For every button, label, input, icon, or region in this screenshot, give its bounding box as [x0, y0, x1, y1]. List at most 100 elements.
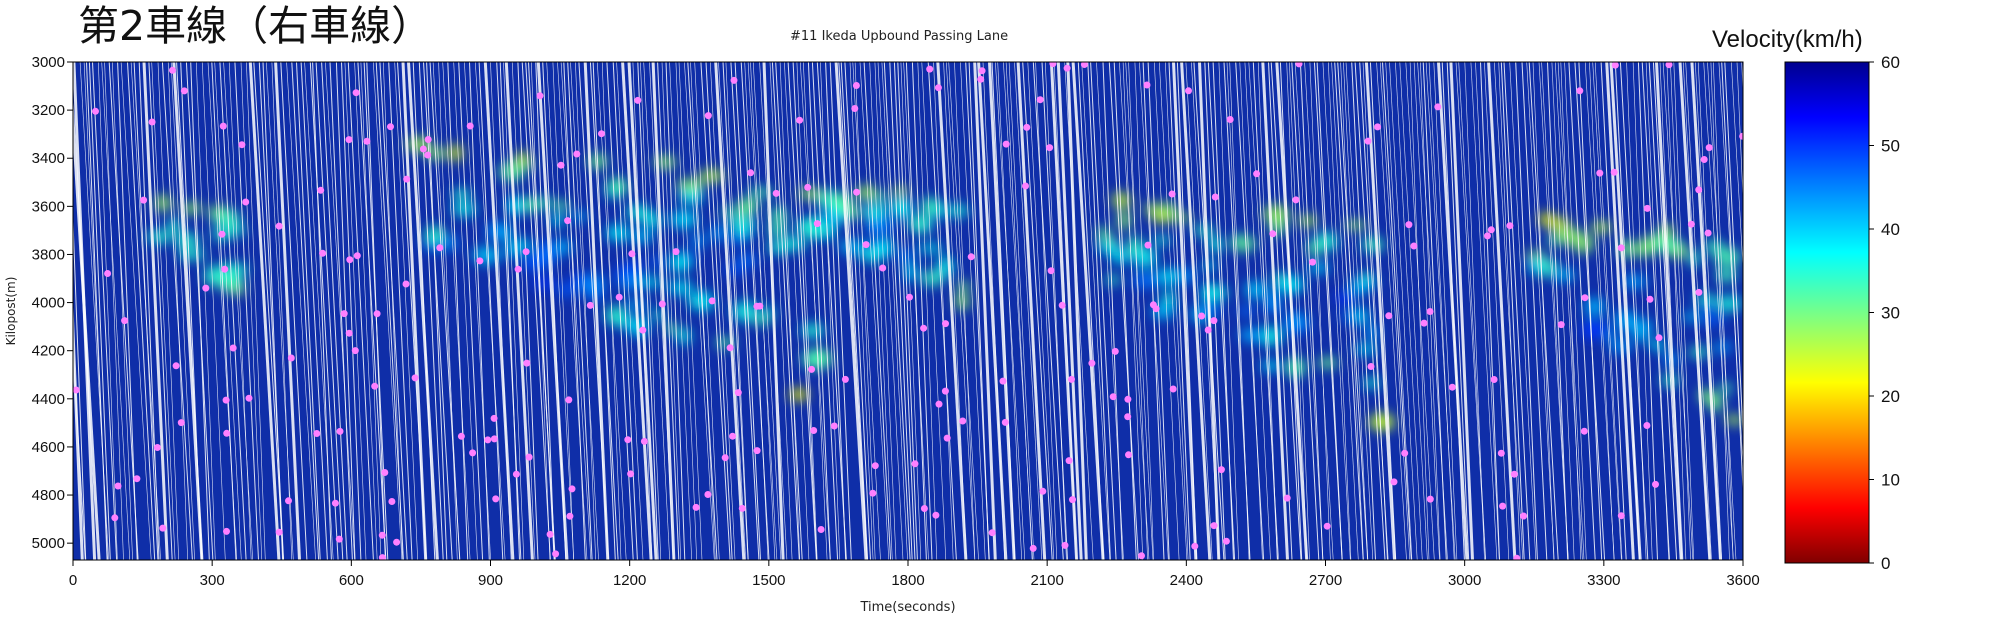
- event-marker: [469, 449, 477, 457]
- event-marker: [202, 284, 210, 292]
- trajectory: [1560, 62, 1582, 560]
- trajectory: [86, 62, 108, 560]
- event-marker: [1695, 288, 1703, 296]
- event-marker: [1580, 427, 1588, 435]
- event-marker: [851, 105, 859, 112]
- colorbar-tick-label: 10: [1881, 471, 1900, 490]
- congestion-cell: [1622, 275, 1648, 288]
- congestion-cell: [552, 200, 571, 211]
- trajectory: [911, 62, 933, 560]
- trajectory: [651, 62, 676, 560]
- event-marker: [1490, 376, 1498, 383]
- event-marker: [1049, 62, 1057, 68]
- trajectory: [1379, 62, 1411, 560]
- trajectory: [1385, 62, 1413, 560]
- trajectory: [863, 62, 892, 560]
- trajectory: [1382, 62, 1412, 560]
- event-marker: [640, 437, 648, 445]
- event-marker: [490, 414, 498, 422]
- event-marker: [658, 300, 666, 308]
- trajectory: [1555, 62, 1583, 560]
- trajectory: [1134, 62, 1154, 560]
- trajectory: [274, 62, 301, 560]
- trajectory: [1509, 62, 1537, 560]
- event-marker: [1124, 413, 1132, 421]
- event-marker: [1185, 87, 1192, 95]
- trajectory: [1515, 62, 1538, 560]
- congestion-cell: [204, 265, 221, 284]
- event-marker: [1039, 487, 1047, 495]
- event-marker: [627, 470, 635, 478]
- trajectory: [262, 62, 284, 560]
- congestion-cell: [727, 235, 745, 245]
- congestion-region: [146, 194, 249, 295]
- event-marker: [345, 329, 353, 337]
- congestion-cell: [956, 281, 971, 292]
- trajectory: [1294, 62, 1324, 560]
- event-marker: [1058, 301, 1066, 309]
- event-marker: [419, 145, 427, 153]
- trajectory: [973, 62, 997, 560]
- trajectory: [982, 62, 1005, 560]
- trajectory: [315, 62, 344, 560]
- trajectory: [1119, 62, 1150, 560]
- trajectory: [341, 62, 362, 560]
- x-tick-label: 1800: [891, 572, 924, 589]
- event-marker: [352, 89, 360, 97]
- trajectory: [893, 62, 916, 560]
- event-marker: [424, 151, 432, 159]
- event-marker: [484, 436, 492, 444]
- x-tick-label: 0: [69, 572, 77, 589]
- trajectory: [112, 62, 133, 560]
- trajectory: [869, 62, 893, 560]
- event-marker: [275, 528, 283, 536]
- trajectory: [661, 62, 681, 560]
- trajectory: [1441, 62, 1465, 560]
- trajectory: [1652, 62, 1681, 560]
- congestion-cell: [1344, 220, 1368, 230]
- trajectory: [968, 62, 990, 560]
- event-marker: [920, 505, 928, 512]
- x-tick-label: 3300: [1587, 572, 1620, 589]
- trajectory: [300, 62, 328, 560]
- trajectory: [687, 62, 718, 560]
- event-marker: [977, 75, 985, 83]
- congestion-cell: [1239, 305, 1255, 317]
- trajectory: [1035, 62, 1058, 560]
- congestion-cell: [1631, 242, 1658, 257]
- event-marker: [911, 460, 919, 468]
- trajectory: [228, 62, 252, 560]
- trajectory: [504, 62, 534, 560]
- trajectory: [483, 62, 515, 560]
- event-marker: [1029, 544, 1037, 552]
- congestion-cell: [605, 305, 626, 325]
- trajectory: [1041, 62, 1068, 560]
- trajectory: [796, 62, 818, 560]
- trajectory: [678, 62, 703, 560]
- event-marker: [1520, 512, 1528, 520]
- trajectory: [196, 62, 216, 560]
- congestion-cell: [167, 218, 181, 235]
- event-marker: [906, 293, 913, 301]
- trajectory: [1165, 62, 1189, 560]
- event-marker: [245, 394, 253, 402]
- x-tick-label: 900: [478, 572, 503, 589]
- trajectory: [1066, 62, 1088, 560]
- event-marker: [1510, 470, 1518, 478]
- colorbar-tick-label: 50: [1881, 137, 1900, 156]
- event-marker: [1426, 308, 1434, 315]
- congestion-cell: [553, 240, 573, 254]
- y-tick-label: 4600: [32, 439, 65, 456]
- event-marker: [634, 96, 642, 104]
- trajectory: [1605, 62, 1635, 560]
- trajectory: [1122, 62, 1144, 560]
- event-marker: [381, 469, 389, 476]
- trajectory: [1724, 62, 1743, 443]
- trajectory: [357, 62, 387, 560]
- trajectory: [816, 62, 847, 560]
- trajectory: [1503, 62, 1531, 560]
- event-marker: [564, 217, 572, 225]
- trajectory: [1261, 62, 1289, 560]
- trajectory: [1637, 62, 1658, 560]
